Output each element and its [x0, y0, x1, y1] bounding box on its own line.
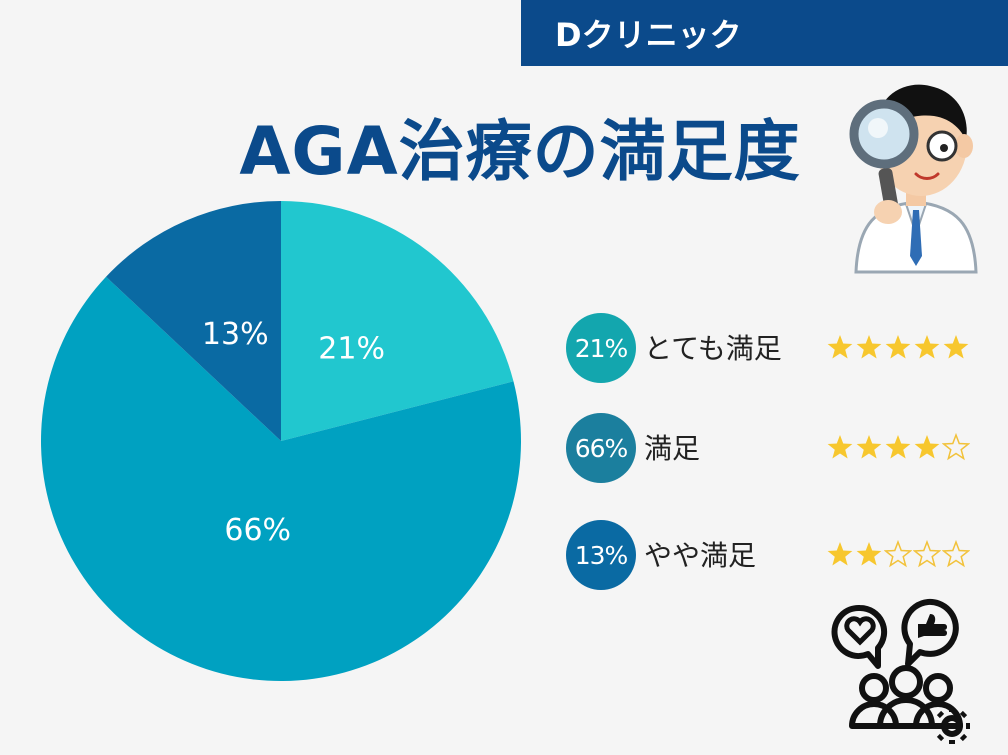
pie-slice-label: 13% [202, 317, 269, 352]
star-filled-icon [885, 335, 911, 359]
star-empty-icon [942, 433, 970, 461]
community-feedback-icon [831, 598, 970, 744]
star-filled-icon [856, 542, 882, 566]
star-rating [825, 540, 970, 568]
pie-slice-label: 66% [224, 513, 291, 548]
legend-row-satisfied: 66% 満足 [566, 413, 996, 483]
star-filled-icon [914, 335, 940, 359]
legend-row-very-satisfied: 21% とても満足 [566, 313, 996, 383]
star-empty-icon [884, 540, 912, 568]
legend-label: とても満足 [644, 332, 782, 365]
legend-row-somewhat-satisfied: 13% やや満足 [566, 520, 996, 590]
doctor-with-magnifier-icon [849, 84, 978, 274]
star-filled-icon [943, 335, 969, 359]
star-rating [825, 433, 970, 461]
legend-badge: 21% [566, 313, 636, 383]
star-filled-icon [856, 435, 882, 459]
star-filled-icon [827, 542, 853, 566]
legend-badge: 66% [566, 413, 636, 483]
star-filled-icon [885, 435, 911, 459]
brand-name: Dクリニック [555, 16, 742, 54]
pie-slice [281, 201, 514, 441]
star-filled-icon [914, 435, 940, 459]
star-rating [825, 333, 970, 361]
star-empty-icon [913, 540, 941, 568]
legend-label: 満足 [644, 432, 701, 465]
brand-banner: Dクリニック [521, 0, 1008, 66]
pie-slice [41, 276, 522, 682]
pie-slice [106, 201, 281, 441]
pie-slice-label: 21% [318, 331, 385, 366]
star-filled-icon [827, 435, 853, 459]
legend-badge: 13% [566, 520, 636, 590]
legend-label: やや満足 [644, 539, 757, 572]
star-filled-icon [827, 335, 853, 359]
star-empty-icon [942, 540, 970, 568]
star-filled-icon [856, 335, 882, 359]
page-title: AGA治療の満足度 [239, 113, 801, 190]
